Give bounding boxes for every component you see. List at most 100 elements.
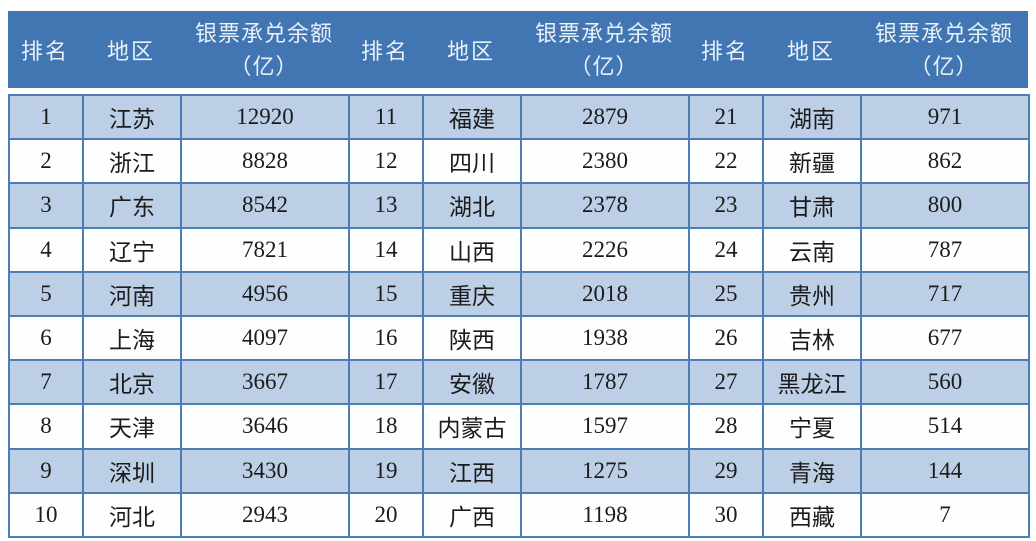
region-cell: 新疆	[762, 138, 862, 185]
header-region-label: 地区	[107, 38, 156, 64]
region-cell: 北京	[82, 359, 182, 406]
header-body-divider	[8, 88, 1028, 94]
rank-cell: 17	[348, 359, 424, 406]
header-balance-label: 银票承兑余额 （亿）	[860, 17, 1028, 83]
balance-cell: 144	[860, 447, 1030, 494]
balance-cell: 2380	[520, 138, 690, 185]
balance-cell: 560	[860, 359, 1030, 406]
region-cell: 安徽	[422, 359, 522, 406]
region-cell: 河南	[82, 270, 182, 317]
table-row: 7 北京 3667 17 安徽 1787 27 黑龙江 560	[8, 359, 1030, 406]
header-group-3: 排名 地区 银票承兑余额 （亿）	[688, 11, 1028, 88]
table-row: 1 江苏 12920 11 福建 2879 21 湖南 971	[8, 93, 1030, 141]
rank-cell: 9	[8, 447, 84, 494]
rank-cell: 19	[348, 447, 424, 494]
header-region-label: 地区	[447, 38, 496, 64]
region-cell: 河北	[82, 491, 182, 539]
table-row: 5 河南 4956 15 重庆 2018 25 贵州 717	[8, 270, 1030, 317]
header-balance-line2: （亿）	[569, 53, 639, 79]
region-cell: 甘肃	[762, 182, 862, 229]
balance-cell: 677	[860, 314, 1030, 362]
region-cell: 云南	[762, 226, 862, 273]
region-cell: 上海	[82, 314, 182, 362]
balance-cell: 1938	[520, 314, 690, 362]
header-group-1: 排名 地区 银票承兑余额 （亿）	[8, 11, 348, 88]
balance-cell: 12920	[180, 93, 350, 141]
rank-cell: 4	[8, 226, 84, 273]
table-row: 8 天津 3646 18 内蒙古 1597 28 宁夏 514	[8, 403, 1030, 450]
region-cell: 辽宁	[82, 226, 182, 273]
balance-cell: 8828	[180, 138, 350, 185]
rank-cell: 11	[348, 93, 424, 141]
balance-cell: 2378	[520, 182, 690, 229]
header-balance-label: 银票承兑余额 （亿）	[520, 17, 688, 83]
region-cell: 广东	[82, 182, 182, 229]
balance-cell: 1275	[520, 447, 690, 494]
header-balance-line1: 银票承兑余额	[194, 20, 333, 46]
rank-cell: 22	[688, 138, 764, 185]
table-row: 2 浙江 8828 12 四川 2380 22 新疆 862	[8, 138, 1030, 185]
region-cell: 吉林	[762, 314, 862, 362]
table-header: 排名 地区 银票承兑余额 （亿） 排名 地区 银票承兑余额 （亿） 排名 地区 …	[8, 11, 1028, 88]
header-balance-label: 银票承兑余额 （亿）	[180, 17, 348, 83]
balance-cell: 7821	[180, 226, 350, 273]
region-cell: 四川	[422, 138, 522, 185]
region-cell: 青海	[762, 447, 862, 494]
rank-cell: 29	[688, 447, 764, 494]
region-cell: 浙江	[82, 138, 182, 185]
header-balance-line1: 银票承兑余额	[874, 20, 1013, 46]
rank-cell: 25	[688, 270, 764, 317]
rank-cell: 2	[8, 138, 84, 185]
header-region-label: 地区	[787, 38, 836, 64]
balance-cell: 8542	[180, 182, 350, 229]
region-cell: 黑龙江	[762, 359, 862, 406]
region-cell: 山西	[422, 226, 522, 273]
balance-cell: 3667	[180, 359, 350, 406]
rank-cell: 6	[8, 314, 84, 362]
region-cell: 宁夏	[762, 403, 862, 450]
region-cell: 广西	[422, 491, 522, 539]
rank-cell: 5	[8, 270, 84, 317]
ranking-table: 排名 地区 银票承兑余额 （亿） 排名 地区 银票承兑余额 （亿） 排名 地区 …	[8, 11, 1030, 539]
region-cell: 天津	[82, 403, 182, 450]
balance-cell: 787	[860, 226, 1030, 273]
region-cell: 湖北	[422, 182, 522, 229]
region-cell: 贵州	[762, 270, 862, 317]
region-cell: 西藏	[762, 491, 862, 539]
balance-cell: 3430	[180, 447, 350, 494]
rank-cell: 23	[688, 182, 764, 229]
rank-cell: 26	[688, 314, 764, 362]
balance-cell: 1597	[520, 403, 690, 450]
region-cell: 福建	[422, 93, 522, 141]
header-balance-line2: （亿）	[909, 53, 979, 79]
balance-cell: 800	[860, 182, 1030, 229]
rank-cell: 18	[348, 403, 424, 450]
region-cell: 深圳	[82, 447, 182, 494]
rank-cell: 24	[688, 226, 764, 273]
rank-cell: 20	[348, 491, 424, 539]
balance-cell: 1198	[520, 491, 690, 539]
balance-cell: 971	[860, 93, 1030, 141]
rank-cell: 16	[348, 314, 424, 362]
balance-cell: 717	[860, 270, 1030, 317]
balance-cell: 514	[860, 403, 1030, 450]
table-row: 9 深圳 3430 19 江西 1275 29 青海 144	[8, 447, 1030, 494]
balance-cell: 4097	[180, 314, 350, 362]
region-cell: 内蒙古	[422, 403, 522, 450]
table-row: 6 上海 4097 16 陕西 1938 26 吉林 677	[8, 314, 1030, 362]
rank-cell: 15	[348, 270, 424, 317]
balance-cell: 2943	[180, 491, 350, 539]
header-rank-label: 排名	[361, 38, 410, 64]
rank-cell: 21	[688, 93, 764, 141]
header-group-2: 排名 地区 银票承兑余额 （亿）	[348, 11, 688, 88]
rank-cell: 7	[8, 359, 84, 406]
balance-cell: 2879	[520, 93, 690, 141]
region-cell: 江苏	[82, 93, 182, 141]
table-row: 3 广东 8542 13 湖北 2378 23 甘肃 800	[8, 182, 1030, 229]
header-balance-line1: 银票承兑余额	[534, 20, 673, 46]
region-cell: 江西	[422, 447, 522, 494]
rank-cell: 14	[348, 226, 424, 273]
balance-cell: 1787	[520, 359, 690, 406]
table-row: 4 辽宁 7821 14 山西 2226 24 云南 787	[8, 226, 1030, 273]
rank-cell: 28	[688, 403, 764, 450]
